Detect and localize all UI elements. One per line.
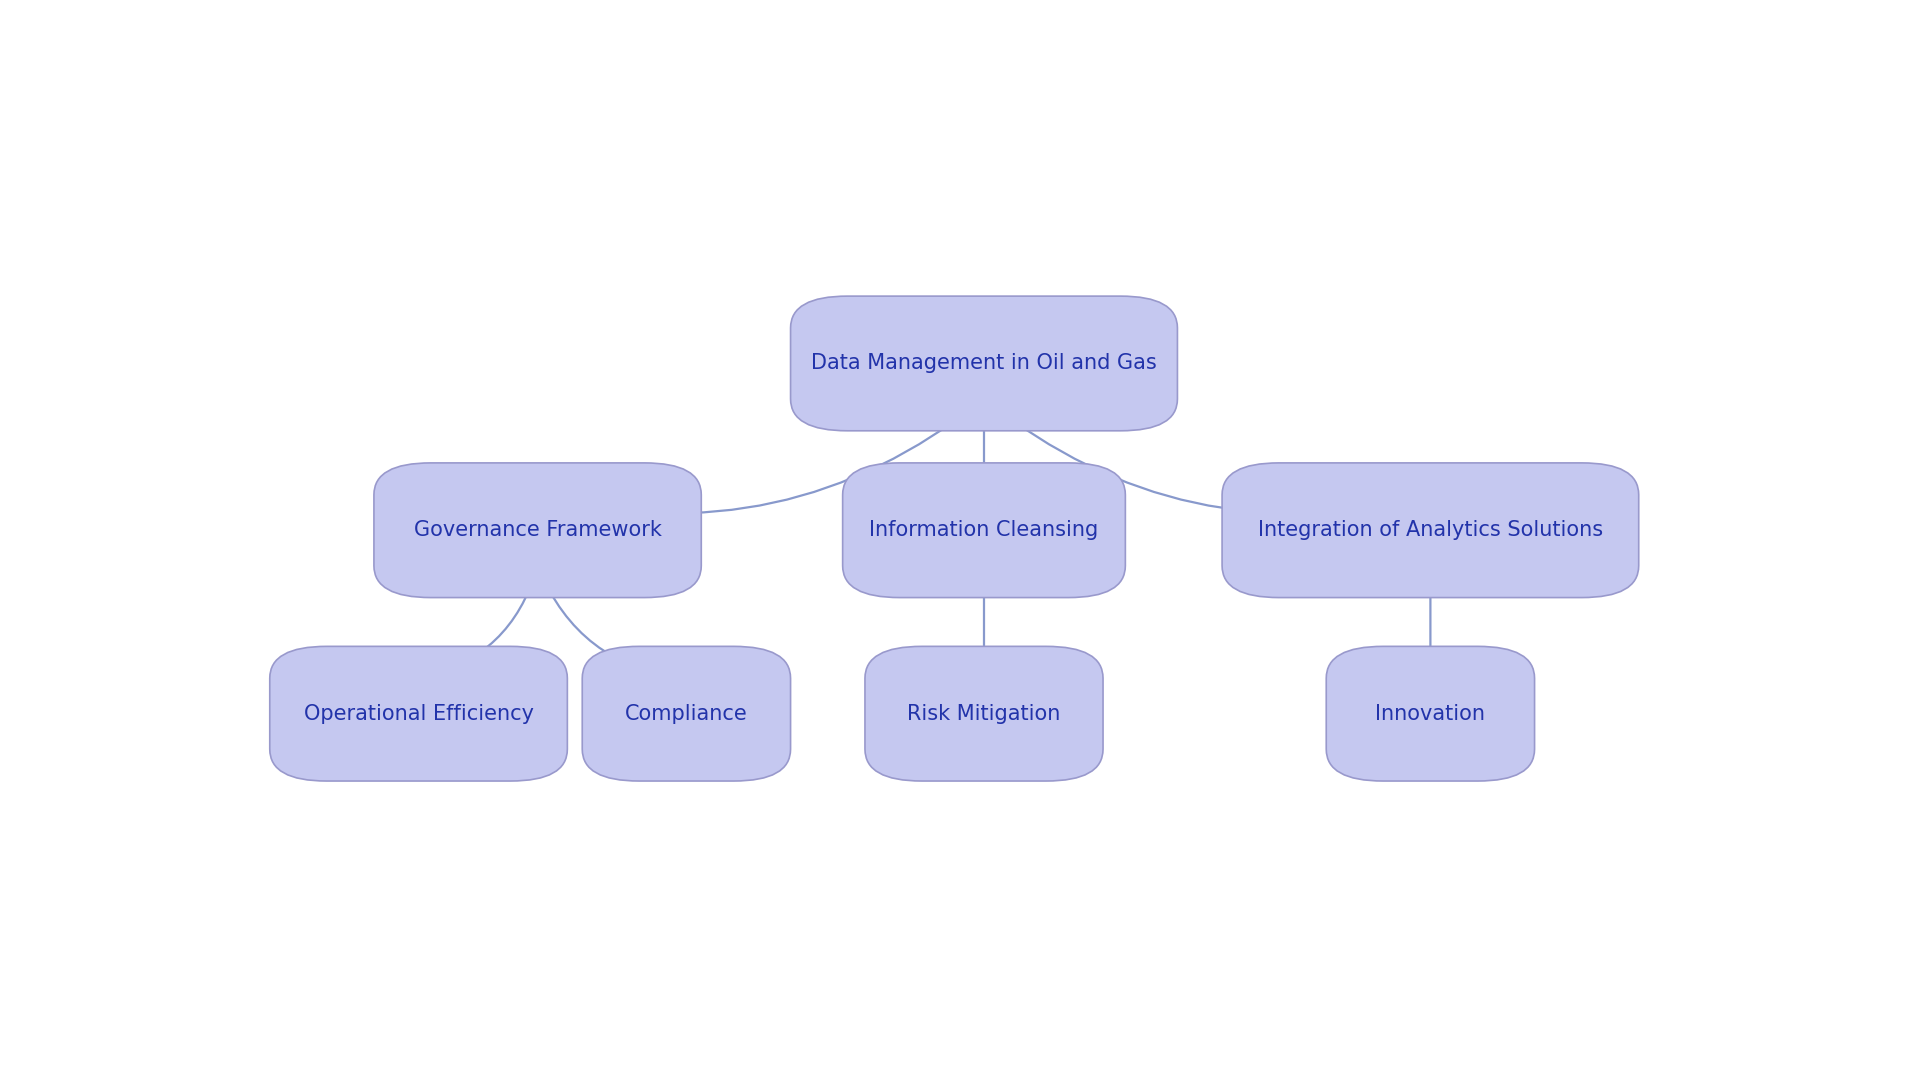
- FancyArrowPatch shape: [987, 401, 1425, 513]
- FancyBboxPatch shape: [374, 462, 701, 598]
- FancyArrowPatch shape: [543, 401, 981, 513]
- Text: Innovation: Innovation: [1375, 704, 1486, 723]
- FancyBboxPatch shape: [582, 647, 791, 781]
- FancyBboxPatch shape: [1221, 462, 1640, 598]
- FancyBboxPatch shape: [269, 647, 568, 781]
- FancyBboxPatch shape: [791, 296, 1177, 431]
- Text: Operational Efficiency: Operational Efficiency: [303, 704, 534, 723]
- FancyBboxPatch shape: [864, 647, 1102, 781]
- Text: Integration of Analytics Solutions: Integration of Analytics Solutions: [1258, 520, 1603, 540]
- FancyBboxPatch shape: [1327, 647, 1534, 781]
- Text: Information Cleansing: Information Cleansing: [870, 520, 1098, 540]
- Text: Compliance: Compliance: [626, 704, 747, 723]
- Text: Governance Framework: Governance Framework: [413, 520, 662, 540]
- Text: Risk Mitigation: Risk Mitigation: [908, 704, 1060, 723]
- FancyArrowPatch shape: [540, 569, 682, 678]
- Text: Data Management in Oil and Gas: Data Management in Oil and Gas: [810, 353, 1158, 374]
- FancyArrowPatch shape: [424, 569, 538, 677]
- FancyBboxPatch shape: [843, 462, 1125, 598]
